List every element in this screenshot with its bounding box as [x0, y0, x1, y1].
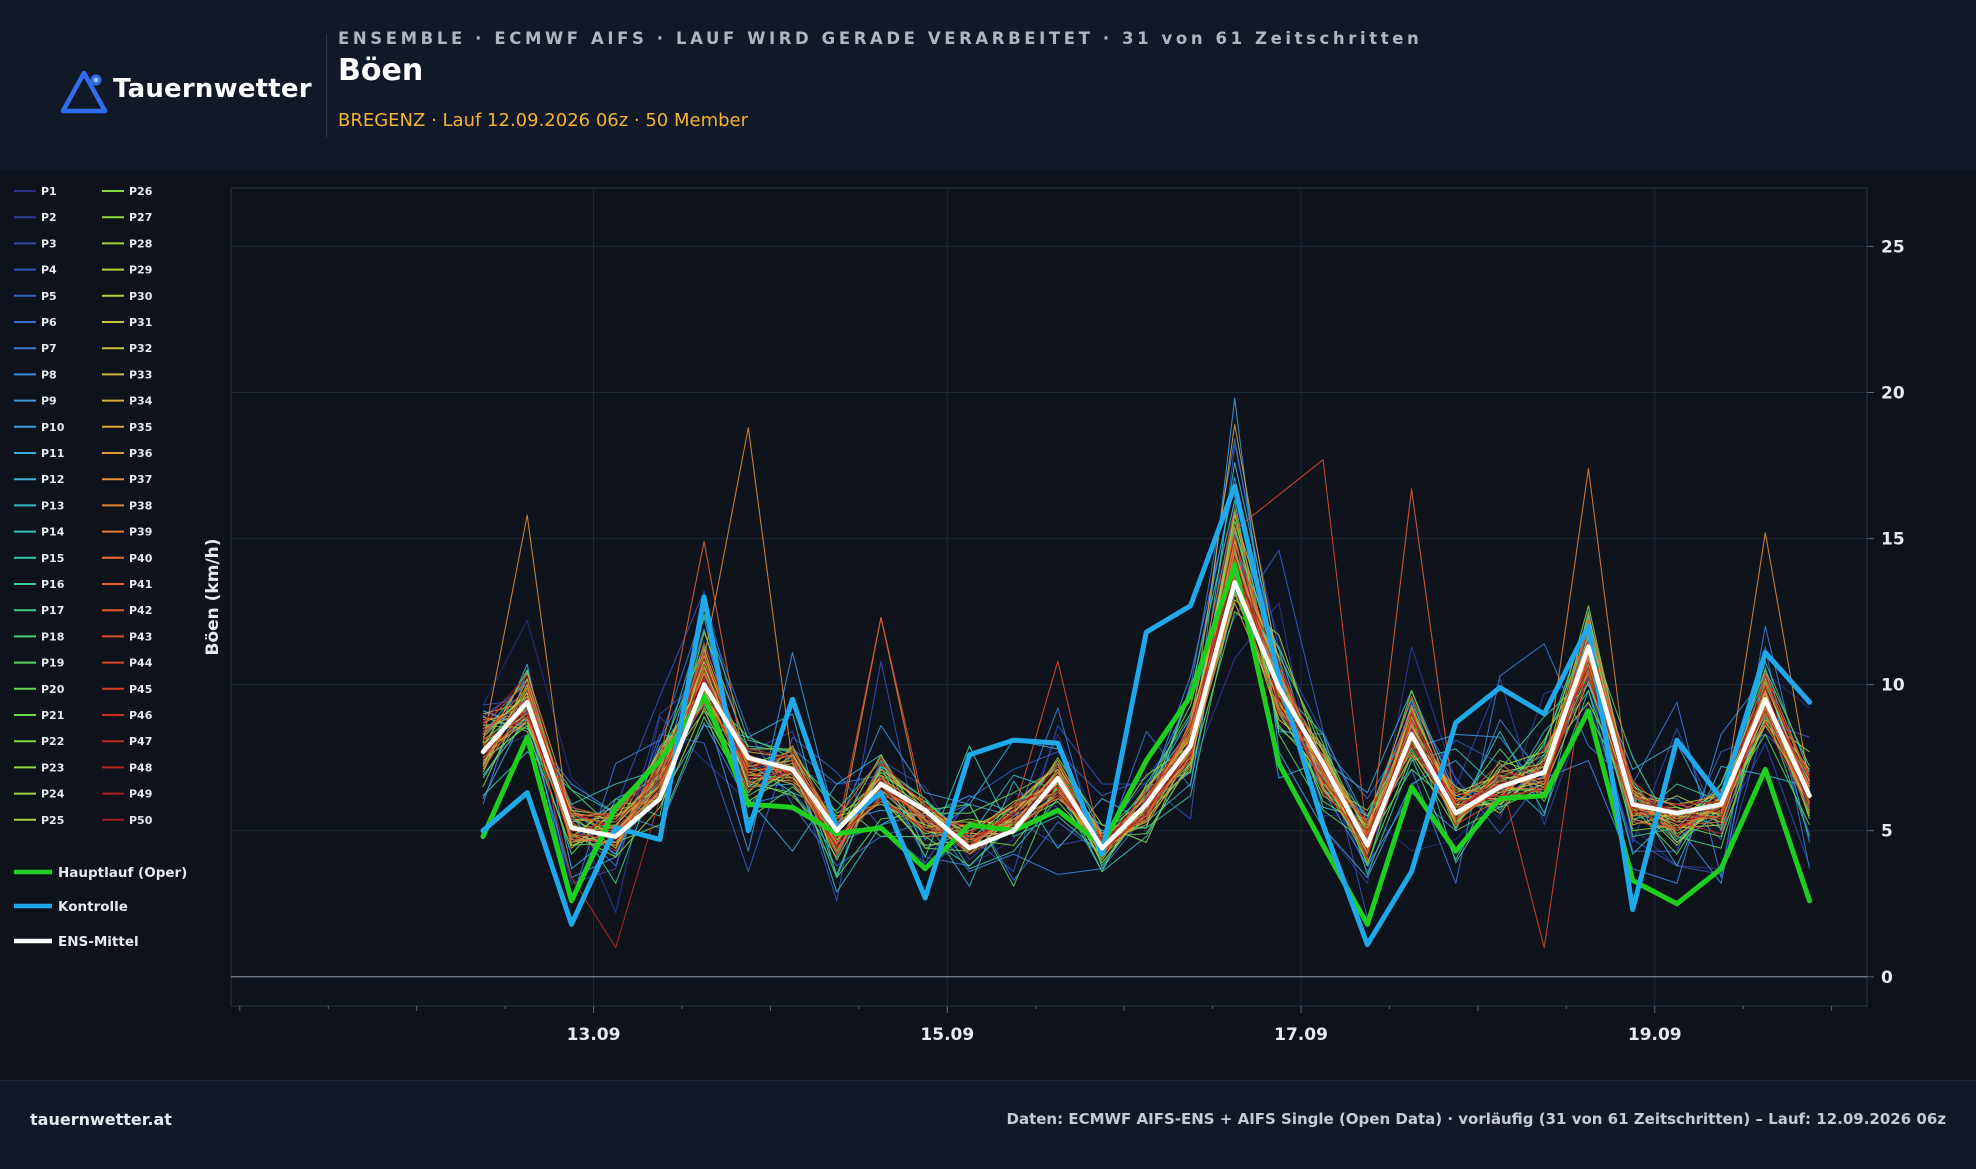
- member-line-p46: [482, 587, 1810, 852]
- member-line-p5: [482, 549, 1810, 873]
- legend-label: P19: [41, 657, 64, 670]
- legend-label: P6: [41, 316, 57, 329]
- x-tick-label: 13.09: [567, 1025, 621, 1045]
- legend-label: P10: [41, 421, 65, 434]
- legend-label: P15: [41, 552, 64, 565]
- x-tick-label: 15.09: [920, 1025, 974, 1045]
- legend-label: P29: [129, 264, 152, 277]
- legend-label: P16: [41, 578, 65, 591]
- legend-label: P37: [129, 473, 152, 486]
- legend-label: P21: [41, 709, 64, 722]
- legend-label: P47: [129, 735, 152, 748]
- legend-label: P8: [41, 368, 57, 381]
- legend-label: P48: [129, 761, 152, 774]
- member-line-p34: [482, 602, 1810, 855]
- legend-label: P30: [129, 290, 153, 303]
- mountain-logo-icon: [60, 70, 108, 114]
- legend-label: P23: [41, 761, 64, 774]
- legend-label: P50: [129, 814, 153, 827]
- legend-label: P18: [41, 630, 64, 643]
- y-tick-label: 0: [1881, 968, 1893, 988]
- legend-label: P32: [129, 342, 152, 355]
- legend-label: P27: [129, 211, 152, 224]
- member-line-p43: [482, 459, 1810, 849]
- legend-label: P22: [41, 735, 64, 748]
- legend-label: P13: [41, 499, 64, 512]
- header-divider: [326, 34, 327, 138]
- legend-label: P44: [129, 657, 153, 670]
- legend-label: P9: [41, 395, 57, 408]
- legend-label: P33: [129, 368, 152, 381]
- member-line-p23: [482, 520, 1811, 849]
- y-tick-label: 20: [1881, 384, 1905, 404]
- legend-label: P7: [41, 342, 57, 355]
- y-axis-label: Böen (km/h): [203, 538, 223, 655]
- legend-label: P12: [41, 473, 64, 486]
- plot-area: [230, 187, 1868, 1007]
- y-tick-label: 15: [1881, 530, 1905, 550]
- legend-label: P42: [129, 604, 152, 617]
- footer-site[interactable]: tauernwetter.at: [30, 1110, 172, 1129]
- series-group: [480, 397, 1812, 949]
- legend-label: P38: [129, 499, 152, 512]
- legend-label: P2: [41, 211, 57, 224]
- legend-label: P17: [41, 604, 64, 617]
- legend-label-main: ENS-Mittel: [58, 934, 139, 950]
- legend-label: P40: [129, 552, 153, 565]
- footer: tauernwetter.at Daten: ECMWF AIFS-ENS + …: [0, 1080, 1976, 1169]
- page-subtitle: BREGENZ · Lauf 12.09.2026 06z · 50 Membe…: [338, 110, 749, 131]
- logo-text: Tauernwetter: [113, 74, 312, 104]
- legend: P1 P2 P3 P4 P5 P6 P7 P8 P9 P10 P11 P12 P13 P14 P15 P16 P…: [14, 185, 187, 950]
- legend-label: P34: [129, 395, 153, 408]
- ens-mean-line: [480, 580, 1812, 851]
- footer-source: Daten: ECMWF AIFS-ENS + AIFS Single (Ope…: [1006, 1110, 1947, 1128]
- legend-label: P4: [41, 264, 57, 277]
- legend-label: P39: [129, 526, 152, 539]
- page-title: Böen: [338, 53, 424, 88]
- legend-label: P25: [41, 814, 64, 827]
- x-tick-label: 17.09: [1274, 1025, 1328, 1045]
- oper-line: [480, 562, 1812, 927]
- legend-label: P31: [129, 316, 152, 329]
- legend-label: P45: [129, 683, 152, 696]
- legend-label: P43: [129, 630, 152, 643]
- legend-label: P49: [129, 788, 152, 801]
- legend-label: P46: [129, 709, 153, 722]
- legend-label: P11: [41, 447, 64, 460]
- legend-label: P41: [129, 578, 152, 591]
- control-line: [480, 483, 1812, 948]
- member-line-p42: [482, 564, 1810, 855]
- legend-label: P35: [129, 421, 152, 434]
- y-tick-label: 25: [1881, 237, 1905, 257]
- legend-label: P3: [41, 237, 57, 250]
- legend-label: P1: [41, 185, 57, 198]
- header: Tauernwetter ENSEMBLE · ECMWF AIFS · LAU…: [0, 0, 1976, 170]
- y-tick-label: 10: [1881, 676, 1905, 696]
- member-line-p27: [482, 526, 1810, 858]
- legend-label: P5: [41, 290, 57, 303]
- x-tick-label: 19.09: [1628, 1025, 1682, 1045]
- y-tick-label: 5: [1881, 822, 1893, 842]
- legend-label: P14: [41, 526, 65, 539]
- legend-label: P28: [129, 237, 152, 250]
- legend-label: P26: [129, 185, 153, 198]
- legend-label-main: Kontrolle: [58, 899, 128, 915]
- legend-label-main: Hauptlauf (Oper): [58, 865, 187, 881]
- legend-label: P24: [41, 788, 65, 801]
- run-status-kicker: ENSEMBLE · ECMWF AIFS · LAUF WIRD GERADE…: [338, 29, 1423, 48]
- legend-label: P20: [41, 683, 65, 696]
- legend-label: P36: [129, 447, 153, 460]
- ensemble-chart: 13.09 15.09 17.09 19.09 0 5 10 15 20 25 Böen (km/h…: [14, 185, 1905, 1045]
